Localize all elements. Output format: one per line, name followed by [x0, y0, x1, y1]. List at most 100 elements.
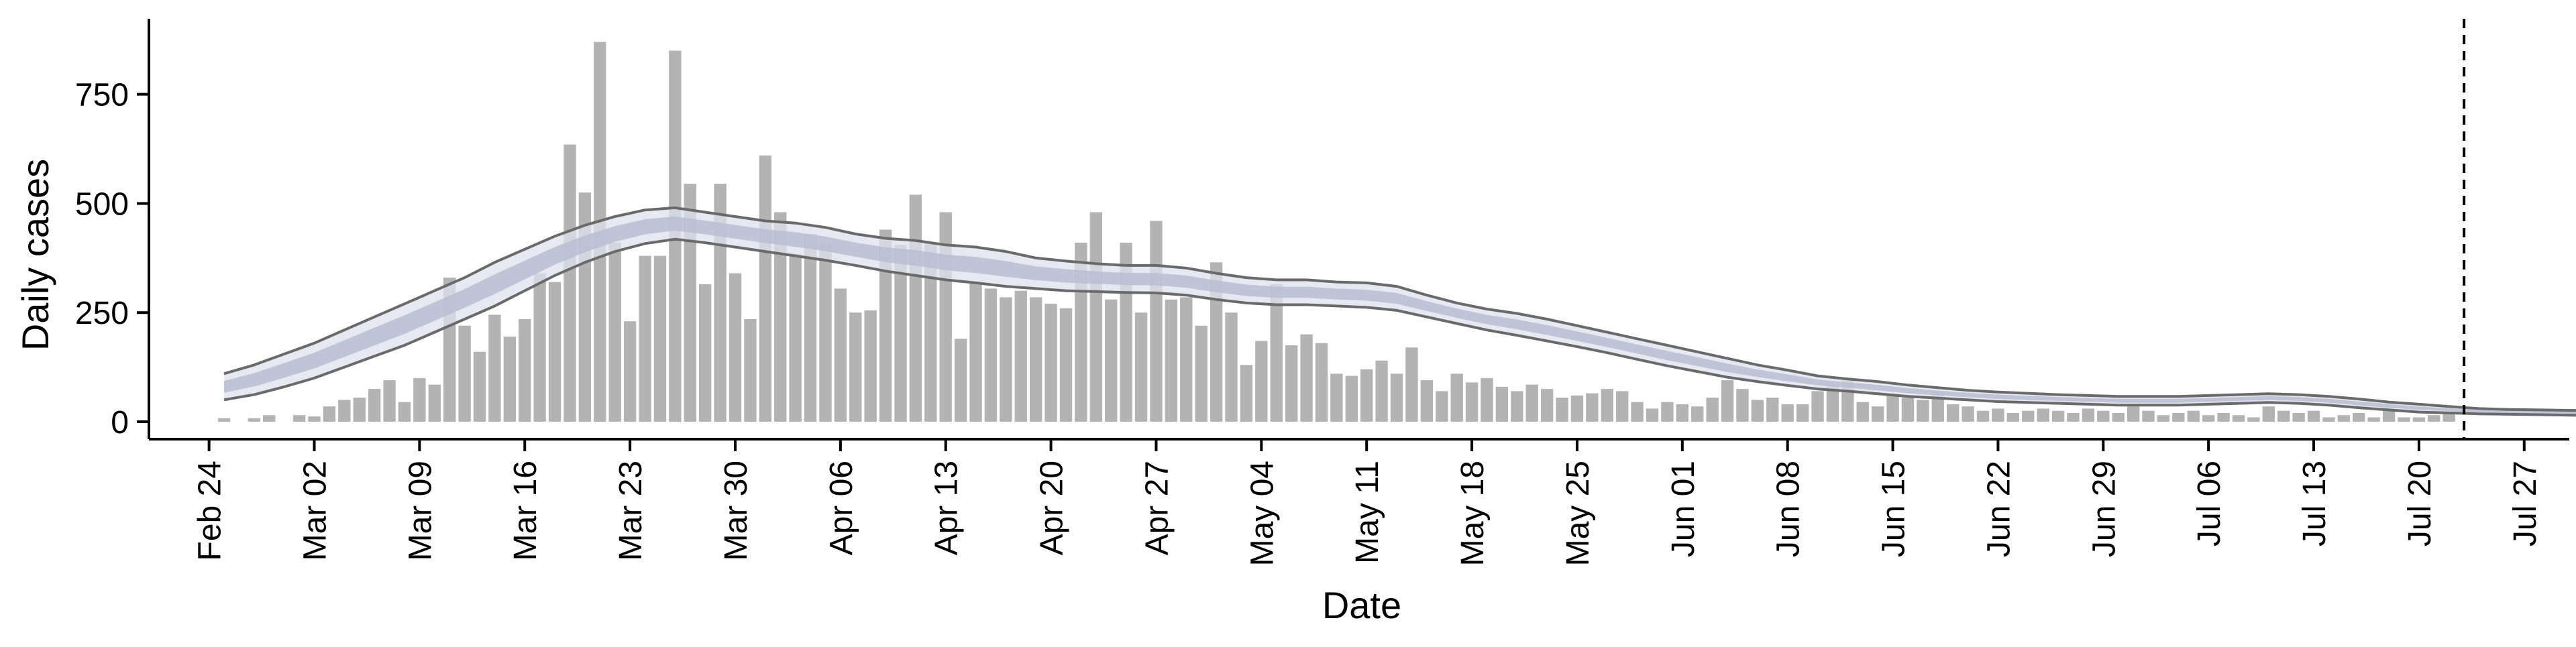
bar	[338, 400, 351, 422]
bar	[564, 144, 576, 422]
bar	[368, 389, 381, 422]
bar	[1255, 341, 1268, 422]
y-tick-label: 0	[111, 405, 129, 440]
x-tick-label: Apr 20	[1034, 461, 1070, 555]
bar	[2382, 410, 2396, 422]
bar	[804, 234, 817, 422]
bar	[1570, 395, 1584, 422]
band-lower-line	[223, 237, 2576, 417]
bar	[458, 325, 471, 422]
bar	[1180, 297, 1193, 422]
bar	[924, 243, 937, 422]
bar	[2127, 406, 2140, 422]
bar	[503, 337, 517, 422]
x-tick-label: May 04	[1244, 461, 1280, 566]
axes-layer: 0 250 500 750 Feb 24 Mar 02 Mar 09 Mar 16 Mar 23…	[75, 19, 2569, 566]
bar	[819, 243, 832, 422]
bar	[1676, 404, 1689, 422]
bar	[353, 398, 366, 422]
bar	[1210, 262, 1223, 422]
bar	[1871, 406, 1884, 422]
bar	[2398, 417, 2410, 422]
y-tick-label: 750	[75, 78, 129, 113]
bar	[1044, 304, 1057, 422]
bar	[1856, 402, 1869, 422]
bar	[1495, 386, 1509, 422]
bar	[2428, 415, 2440, 422]
x-tick-label: Mar 09	[402, 461, 438, 561]
bar	[729, 273, 742, 422]
bar	[2367, 417, 2380, 422]
bar	[2247, 417, 2260, 422]
bar	[2412, 417, 2426, 422]
bar	[1646, 408, 1659, 422]
bar	[608, 243, 621, 422]
bar	[383, 380, 396, 422]
bar	[2172, 412, 2185, 422]
x-tick-label: Jun 29	[2086, 461, 2122, 557]
bar	[488, 314, 501, 422]
x-tick-label: Mar 23	[613, 461, 649, 561]
bar	[2006, 412, 2020, 422]
bar	[2097, 410, 2110, 422]
bar	[1030, 297, 1042, 422]
bar	[2067, 412, 2080, 422]
bar	[1375, 360, 1388, 422]
bar	[984, 288, 998, 422]
y-tick-label: 500	[75, 186, 129, 222]
bar	[1089, 212, 1103, 422]
bar	[1886, 395, 1899, 422]
bar	[2112, 412, 2125, 422]
bar	[2307, 410, 2320, 422]
bar	[519, 318, 531, 422]
bar	[1947, 404, 1960, 422]
bar	[759, 155, 771, 422]
bar	[248, 418, 261, 422]
bar	[1811, 391, 1824, 422]
bar	[954, 339, 967, 422]
bar	[308, 416, 321, 422]
x-tick-label: Jun 22	[1981, 461, 2017, 557]
bar	[263, 415, 276, 422]
bar	[1315, 343, 1328, 422]
bar	[2337, 415, 2351, 422]
x-tick-label: Jun 01	[1666, 461, 1701, 557]
x-tick-label: Jul 27	[2508, 461, 2543, 546]
bars-layer	[217, 42, 2455, 422]
bar	[1436, 391, 1448, 422]
bar	[1901, 398, 1915, 422]
bar	[2353, 412, 2365, 422]
x-tick-label: Jul 20	[2402, 461, 2438, 546]
bar	[2202, 415, 2215, 422]
bar	[1556, 398, 1568, 422]
bar	[1525, 384, 1538, 422]
bar	[1240, 365, 1253, 422]
bar	[2142, 410, 2155, 422]
bar	[1721, 380, 1734, 422]
bar	[548, 282, 561, 422]
x-axis-label: Date	[1322, 584, 1401, 626]
bar	[623, 321, 637, 422]
bar	[1420, 380, 1434, 422]
x-tick-label: Mar 16	[508, 461, 543, 561]
bar	[1014, 290, 1027, 422]
bar	[653, 255, 667, 422]
bar	[1270, 284, 1283, 422]
bar	[217, 418, 231, 422]
bar	[744, 318, 757, 422]
bar	[413, 377, 426, 422]
bar	[1059, 308, 1073, 422]
bar	[1300, 334, 1313, 422]
bar	[533, 273, 546, 422]
bar	[1661, 402, 1674, 422]
bar	[2217, 412, 2230, 422]
bar	[2322, 417, 2335, 422]
bar	[684, 184, 696, 422]
bar	[834, 288, 847, 422]
bar	[2262, 406, 2275, 422]
x-tick-label: Apr 27	[1140, 461, 1175, 555]
bar	[1225, 312, 1238, 422]
x-tick-label: Mar 30	[718, 461, 754, 561]
bar	[1105, 299, 1118, 422]
